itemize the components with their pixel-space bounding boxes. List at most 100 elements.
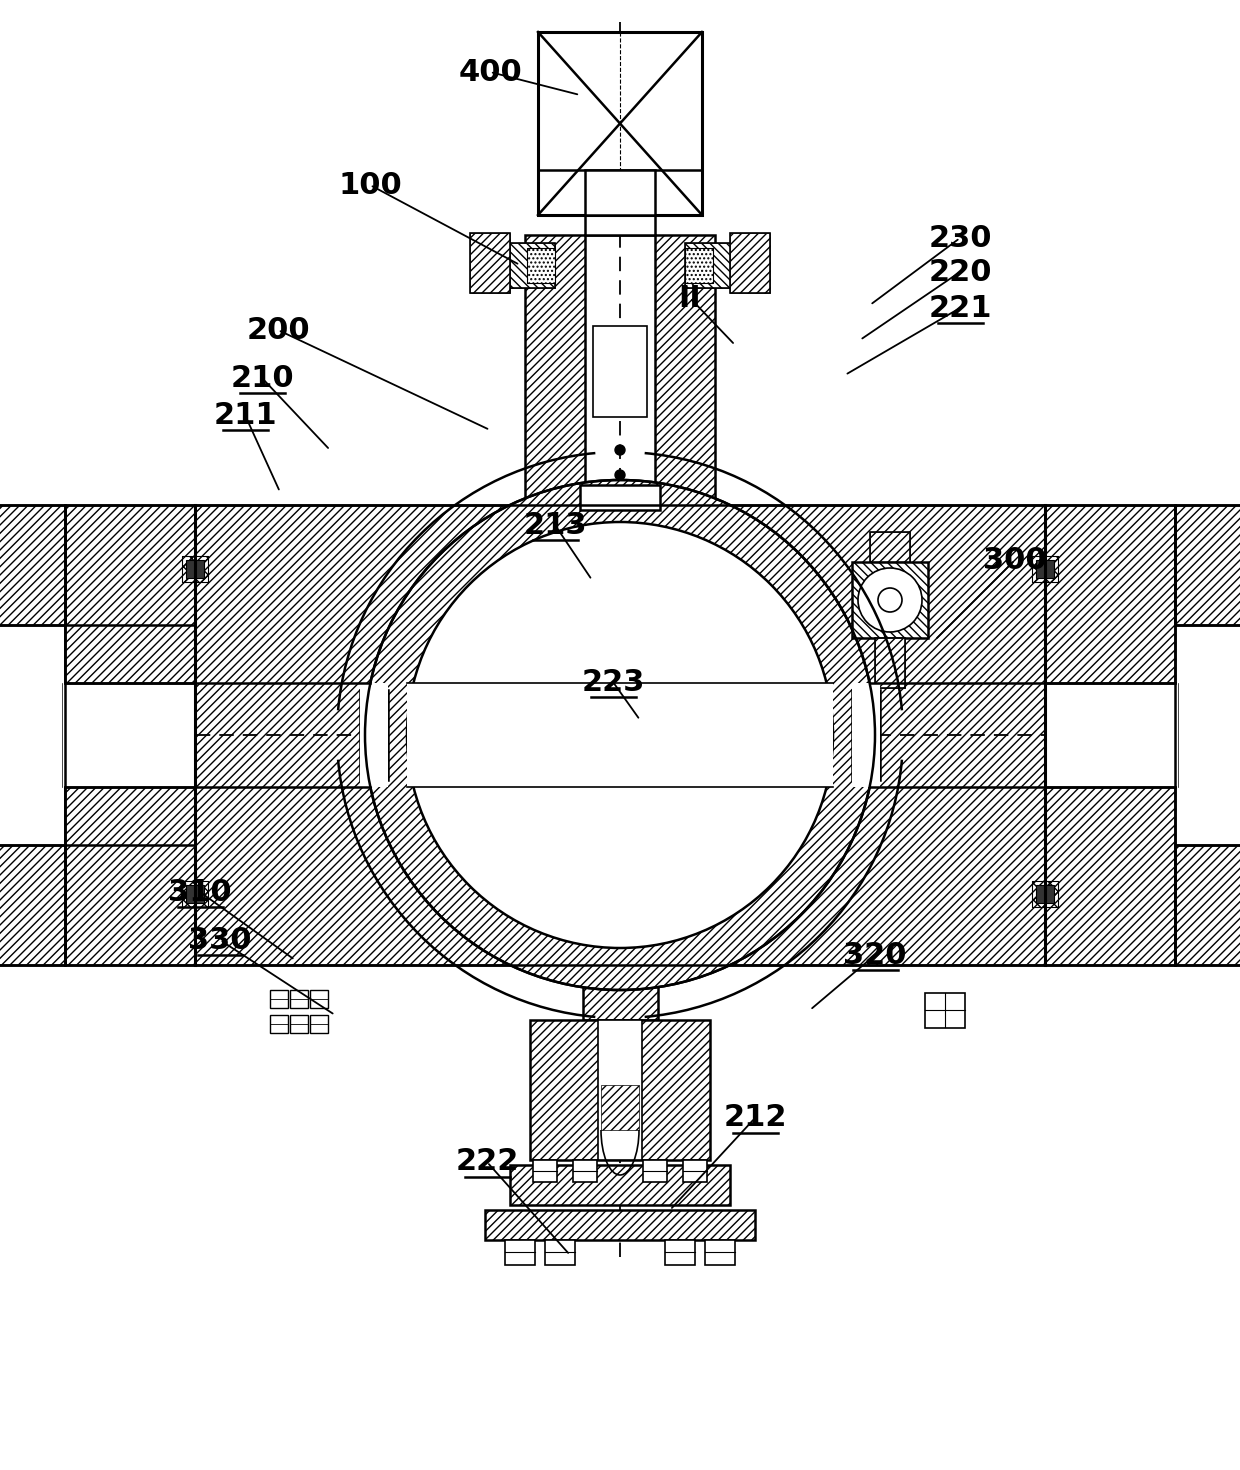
Text: 100: 100 xyxy=(339,171,402,200)
Circle shape xyxy=(615,445,625,456)
Bar xyxy=(546,1241,575,1266)
Circle shape xyxy=(615,470,625,481)
Bar xyxy=(1176,845,1240,964)
Bar xyxy=(1045,684,1185,786)
Bar xyxy=(360,684,388,786)
Text: 222: 222 xyxy=(455,1148,518,1176)
Bar xyxy=(182,881,208,907)
Bar xyxy=(270,989,288,1008)
Text: 200: 200 xyxy=(247,316,310,344)
Bar xyxy=(0,845,64,964)
Bar xyxy=(525,235,715,510)
Bar xyxy=(290,989,308,1008)
Bar xyxy=(683,1160,707,1182)
Bar xyxy=(852,562,928,638)
Text: 210: 210 xyxy=(231,363,294,392)
Bar xyxy=(470,234,510,293)
Bar xyxy=(470,234,510,293)
Bar xyxy=(730,234,770,293)
Bar xyxy=(684,248,713,284)
Bar xyxy=(1176,506,1240,625)
Bar xyxy=(0,506,64,625)
Bar xyxy=(290,1014,308,1033)
Text: 330: 330 xyxy=(188,926,252,954)
Bar xyxy=(706,1241,735,1266)
Bar xyxy=(870,532,910,562)
Bar xyxy=(55,684,195,786)
Bar xyxy=(360,689,388,781)
Bar xyxy=(182,881,208,907)
Bar xyxy=(310,1014,329,1033)
Bar xyxy=(1032,881,1058,907)
Bar xyxy=(665,1241,694,1266)
Bar xyxy=(195,506,1045,964)
Bar xyxy=(64,625,195,845)
Bar xyxy=(529,1020,711,1160)
Bar xyxy=(505,243,556,288)
Bar xyxy=(0,506,64,625)
Text: 213: 213 xyxy=(523,510,587,539)
Bar xyxy=(485,1210,755,1241)
Bar xyxy=(64,506,195,964)
Bar xyxy=(585,235,655,510)
Text: 310: 310 xyxy=(169,878,232,907)
Bar xyxy=(925,994,965,1028)
Bar xyxy=(573,1160,596,1182)
Bar xyxy=(505,1241,534,1266)
Bar xyxy=(1045,506,1176,964)
Bar xyxy=(583,964,658,1020)
Bar xyxy=(583,964,658,1020)
Circle shape xyxy=(878,588,901,612)
Bar xyxy=(182,556,208,582)
Bar xyxy=(407,684,833,786)
Bar xyxy=(1045,506,1176,964)
Circle shape xyxy=(407,522,833,948)
Bar xyxy=(1045,506,1176,964)
Bar xyxy=(580,485,660,510)
Text: 212: 212 xyxy=(723,1104,786,1132)
Bar xyxy=(182,556,208,582)
Text: 223: 223 xyxy=(582,667,645,697)
Bar xyxy=(1176,506,1240,625)
Bar xyxy=(684,243,735,288)
Bar xyxy=(485,1210,755,1241)
Bar xyxy=(310,989,329,1008)
Bar xyxy=(585,215,655,235)
Bar xyxy=(684,248,713,284)
Bar xyxy=(360,689,388,781)
Text: 300: 300 xyxy=(983,545,1047,575)
Bar xyxy=(510,1166,730,1205)
Bar xyxy=(270,1014,288,1033)
Bar xyxy=(593,326,647,417)
Bar xyxy=(1035,560,1054,578)
Bar xyxy=(852,562,928,638)
Text: II: II xyxy=(678,284,702,313)
Bar xyxy=(525,235,715,510)
Text: 230: 230 xyxy=(929,223,992,253)
Bar xyxy=(64,625,195,845)
Bar xyxy=(64,506,195,964)
Bar xyxy=(195,506,1045,964)
Text: 220: 220 xyxy=(929,257,992,287)
Bar xyxy=(1176,506,1240,625)
Bar xyxy=(1032,881,1058,907)
Bar xyxy=(852,684,880,786)
Bar xyxy=(0,845,64,964)
Bar xyxy=(598,1020,642,1160)
Bar xyxy=(852,689,880,781)
Text: 211: 211 xyxy=(213,400,277,429)
Text: 320: 320 xyxy=(843,941,906,970)
Bar xyxy=(601,1085,639,1130)
Bar xyxy=(644,1160,667,1182)
Bar xyxy=(64,506,195,964)
Bar xyxy=(0,845,64,964)
Bar xyxy=(852,689,880,781)
Circle shape xyxy=(858,567,923,632)
Bar xyxy=(533,1160,557,1182)
Bar xyxy=(538,32,702,215)
Bar xyxy=(1176,845,1240,964)
Bar xyxy=(1032,556,1058,582)
Bar xyxy=(1035,885,1054,903)
Circle shape xyxy=(365,481,875,989)
Bar xyxy=(870,532,910,562)
